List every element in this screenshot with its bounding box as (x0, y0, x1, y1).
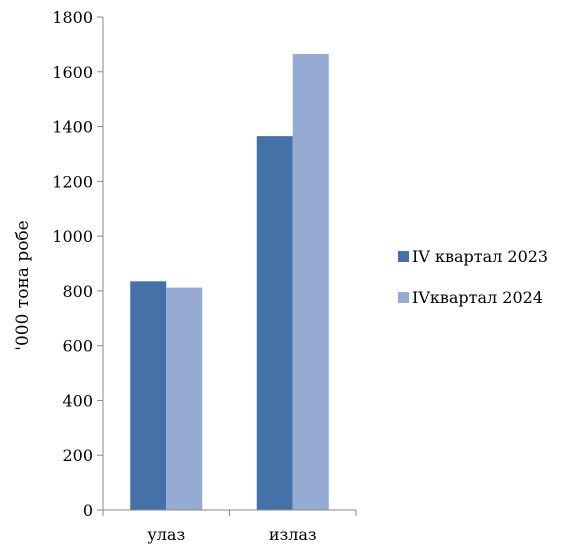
y-tick-label: 400 (62, 391, 93, 410)
legend-swatch (398, 292, 409, 303)
bars-group (130, 53, 329, 510)
bar-1-1 (130, 281, 167, 510)
y-tick-label: 0 (83, 501, 93, 520)
y-tick-label: 1800 (52, 8, 93, 27)
legend: IV квартал 2023 IVквартал 2024 (398, 247, 548, 307)
y-tick-label: 1400 (52, 118, 93, 137)
y-ticks-group: 0 200 400 600 800 1000 1200 1400 1600 1800 (52, 8, 103, 520)
x-category-label: улаз (147, 525, 185, 544)
y-tick-label: 1200 (52, 172, 93, 191)
x-ticks-group: улаз излаз (102, 510, 357, 544)
bar-2-1 (166, 287, 203, 510)
bar-2-2 (292, 53, 329, 510)
y-tick-label: 200 (62, 446, 93, 465)
y-tick-label: 600 (62, 337, 93, 356)
y-tick-label: 800 (62, 282, 93, 301)
y-axis-title: '000 тона робе (13, 220, 33, 350)
legend-label: IV квартал 2023 (412, 247, 548, 266)
y-tick-label: 1000 (52, 227, 93, 246)
x-category-label: излаз (269, 525, 317, 544)
bar-1-2 (256, 136, 293, 510)
legend-swatch (398, 251, 409, 262)
y-tick-label: 1600 (52, 63, 93, 82)
legend-label: IVквартал 2024 (412, 288, 543, 307)
